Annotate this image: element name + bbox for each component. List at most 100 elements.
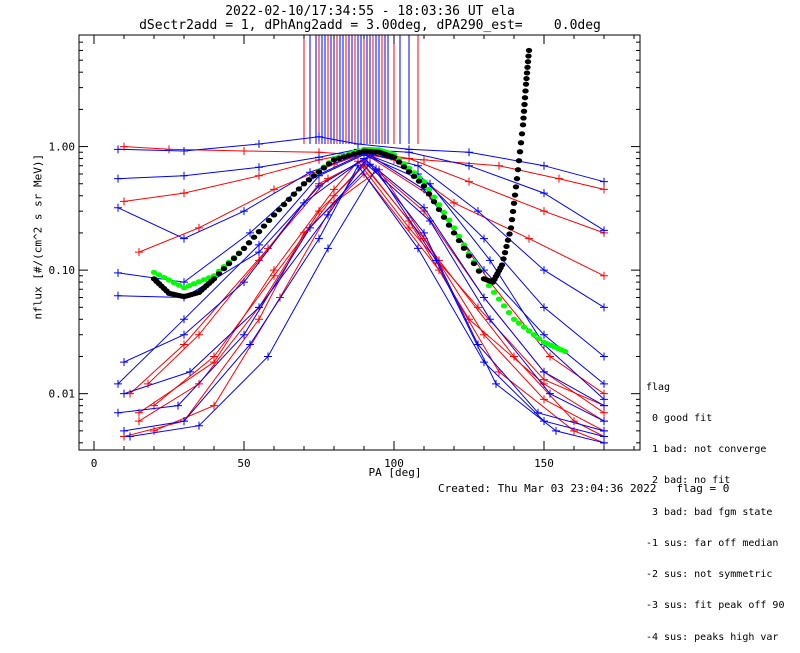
fit-point-black xyxy=(250,234,258,240)
data-point xyxy=(195,379,203,388)
fit-point-green xyxy=(520,324,528,330)
data-point xyxy=(120,197,128,206)
creation-footer: Created: Thu Mar 03 23:04:36 2022 flag =… xyxy=(438,482,730,495)
data-point xyxy=(525,234,533,243)
fit-point-black xyxy=(295,186,303,192)
fit-point-green xyxy=(160,274,168,281)
data-point xyxy=(180,340,188,349)
data-point xyxy=(570,417,578,426)
fit-point-black xyxy=(470,260,478,267)
data-point xyxy=(255,240,263,249)
fit-point-black xyxy=(515,158,523,164)
series-line xyxy=(117,152,605,357)
data-point xyxy=(414,161,422,170)
plot-area xyxy=(114,35,608,447)
data-point xyxy=(324,244,332,253)
data-point xyxy=(546,389,554,398)
data-point xyxy=(405,148,413,157)
data-point xyxy=(180,315,188,324)
fit-point-black xyxy=(415,178,423,184)
series-line xyxy=(153,163,605,422)
fit-point-black xyxy=(235,250,243,257)
fit-point-black xyxy=(445,222,453,228)
fit-point-black xyxy=(425,191,433,197)
data-point xyxy=(144,379,152,388)
fit-point-black xyxy=(524,64,531,70)
fit-point-black xyxy=(305,177,313,183)
fit-point-green xyxy=(561,348,569,354)
data-point xyxy=(450,198,458,207)
data-point xyxy=(540,189,548,198)
series-line xyxy=(117,154,605,385)
data-point xyxy=(180,147,188,156)
fit-point-black xyxy=(518,131,526,137)
data-point xyxy=(540,161,548,170)
fit-point-black xyxy=(516,149,524,155)
fit-point-black xyxy=(240,245,248,251)
flag-legend: flag 0 good fit 1 bad: not converge 2 ba… xyxy=(646,362,784,653)
fit-point-black xyxy=(330,157,338,163)
fit-point-black xyxy=(430,199,438,205)
chart-title-line-2: dSectr2add = 1, dPhAng2add = 3.00deg, dP… xyxy=(139,18,601,33)
fit-point-black xyxy=(520,115,527,121)
fit-point-black xyxy=(315,169,323,175)
legend-item: 2 bad: no fit xyxy=(646,475,731,487)
data-point xyxy=(246,228,254,237)
data-point xyxy=(120,426,128,435)
data-point xyxy=(180,171,188,180)
fit-point-black xyxy=(285,196,293,202)
fit-point-black xyxy=(275,207,283,213)
data-point xyxy=(546,352,554,361)
fit-point-black xyxy=(450,230,458,236)
data-point xyxy=(510,352,518,361)
fit-point-black xyxy=(300,181,308,187)
data-point xyxy=(114,203,122,212)
fit-point-black xyxy=(225,261,233,267)
fit-point-green xyxy=(505,309,513,316)
data-point xyxy=(600,408,608,417)
fit-point-black xyxy=(435,206,443,213)
data-point xyxy=(300,198,308,207)
fit-point-green xyxy=(410,170,418,176)
x-axis-label: PA [deg] xyxy=(368,466,422,479)
data-point xyxy=(114,291,122,300)
data-point xyxy=(366,160,374,169)
data-point xyxy=(324,210,332,219)
fit-point-black xyxy=(525,47,533,54)
fit-point-black xyxy=(522,88,529,94)
fit-point-black xyxy=(210,276,218,282)
legend-item: -4 sus: peaks high var xyxy=(646,631,779,643)
data-point xyxy=(540,395,548,404)
data-point xyxy=(114,408,122,417)
fit-point-green xyxy=(415,174,423,180)
fit-point-black xyxy=(340,154,348,160)
fit-point-black xyxy=(230,255,238,262)
data-point xyxy=(600,185,608,194)
data-point xyxy=(120,389,128,398)
x-tick-label: 150 xyxy=(534,457,554,470)
data-point xyxy=(465,148,473,157)
data-point xyxy=(315,207,323,216)
data-point xyxy=(540,375,548,384)
data-point xyxy=(552,426,560,435)
data-point xyxy=(255,248,263,257)
fit-point-black xyxy=(290,191,298,197)
fit-point-green xyxy=(450,225,458,231)
data-point xyxy=(486,256,494,265)
fit-point-black xyxy=(520,108,528,114)
fit-point-green xyxy=(420,179,428,185)
data-point xyxy=(180,278,188,287)
data-point xyxy=(114,174,122,183)
data-point xyxy=(186,367,194,376)
legend-item: 0 good fit xyxy=(646,413,713,425)
data-point xyxy=(210,358,218,367)
fit-point-green xyxy=(200,277,208,283)
fit-point-black xyxy=(521,95,529,101)
fit-point-black xyxy=(521,101,528,108)
fit-point-black xyxy=(503,243,510,250)
data-point xyxy=(240,278,248,287)
data-point xyxy=(135,248,143,257)
fit-point-green xyxy=(165,277,173,283)
data-point xyxy=(600,226,608,235)
fit-point-black xyxy=(255,229,263,235)
